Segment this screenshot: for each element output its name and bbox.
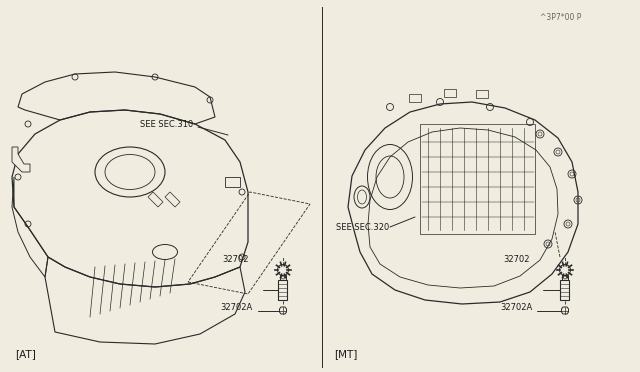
Text: ^3P7*00 P: ^3P7*00 P bbox=[540, 13, 581, 22]
Bar bbox=[420, 124, 535, 234]
Bar bbox=[561, 280, 570, 300]
Polygon shape bbox=[12, 147, 30, 172]
Bar bbox=[225, 177, 240, 187]
Bar bbox=[476, 90, 488, 98]
Text: [AT]: [AT] bbox=[15, 349, 36, 359]
Bar bbox=[278, 280, 287, 300]
Bar bbox=[562, 275, 568, 280]
Text: 32702: 32702 bbox=[222, 256, 248, 264]
Text: 32702A: 32702A bbox=[220, 304, 252, 312]
Bar bbox=[280, 275, 286, 280]
Bar bbox=[409, 94, 421, 102]
Text: SEE SEC.320: SEE SEC.320 bbox=[336, 222, 389, 231]
Text: [MT]: [MT] bbox=[334, 349, 357, 359]
Text: 32702: 32702 bbox=[503, 256, 529, 264]
Bar bbox=[444, 89, 456, 97]
Text: SEE SEC.310: SEE SEC.310 bbox=[140, 119, 193, 128]
Text: 32702A: 32702A bbox=[500, 304, 532, 312]
